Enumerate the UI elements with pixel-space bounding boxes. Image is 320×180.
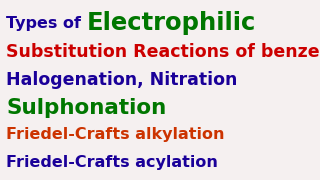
- Text: Types of: Types of: [6, 16, 87, 31]
- Text: Friedel-Crafts acylation: Friedel-Crafts acylation: [6, 154, 218, 170]
- Text: Substitution Reactions of benzene: Substitution Reactions of benzene: [6, 43, 320, 61]
- Text: Halogenation, Nitration: Halogenation, Nitration: [6, 71, 238, 89]
- Text: Friedel-Crafts alkylation: Friedel-Crafts alkylation: [6, 127, 225, 142]
- Text: Electrophilic: Electrophilic: [87, 11, 256, 35]
- Text: Sulphonation: Sulphonation: [6, 98, 167, 118]
